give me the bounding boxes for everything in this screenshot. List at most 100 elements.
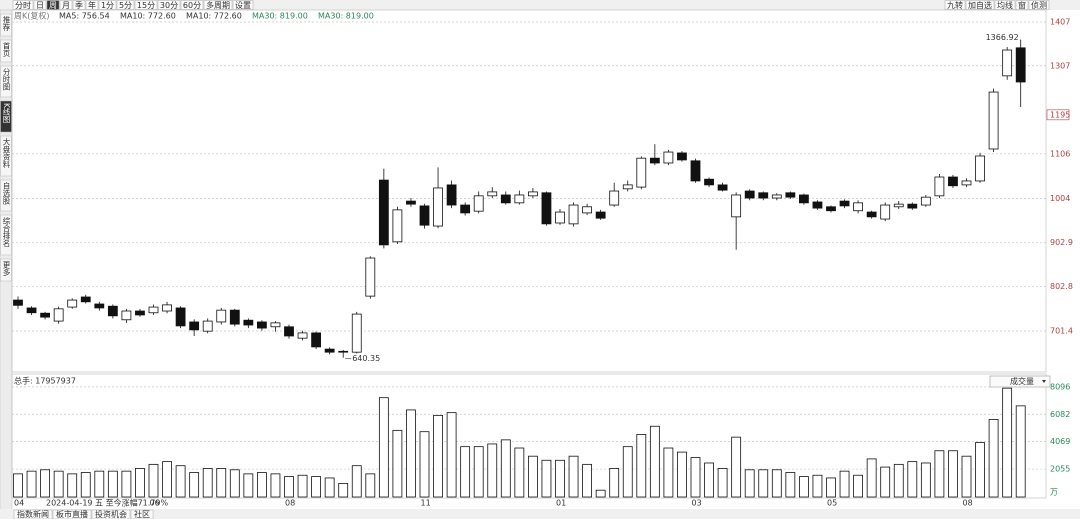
tool-label[interactable]: 窗	[1018, 0, 1026, 10]
period-label[interactable]: 1分	[101, 1, 114, 10]
volume-title: 总手: 17957937	[14, 376, 76, 386]
candle-body	[880, 204, 891, 220]
volume-bar	[392, 429, 403, 498]
volume-unit: 万	[1050, 488, 1058, 497]
volume-bar	[826, 477, 836, 498]
period-button[interactable]	[12, 0, 34, 10]
side-tab[interactable]	[0, 100, 12, 133]
tool-button[interactable]	[1015, 0, 1029, 10]
bottom-tab-label[interactable]: 板市直播	[56, 509, 88, 519]
period-label[interactable]: 日	[36, 1, 44, 10]
period-button[interactable]	[98, 0, 117, 10]
candle-body	[189, 321, 200, 331]
period-button[interactable]	[85, 0, 99, 10]
period-button[interactable]	[203, 0, 233, 10]
side-tab-label[interactable]: K线图	[2, 103, 11, 124]
period-label[interactable]: 15分	[137, 1, 155, 10]
tool-label[interactable]: 九转	[947, 0, 963, 10]
selector-arrow[interactable]	[1042, 380, 1046, 383]
period-label[interactable]: 季	[75, 0, 83, 10]
side-tab-label[interactable]: 首页	[2, 41, 11, 59]
tool-button[interactable]	[944, 0, 966, 10]
period-label[interactable]: 5分	[119, 1, 132, 10]
period-label[interactable]: 月	[62, 1, 70, 10]
volume-bar	[270, 473, 281, 498]
period-button[interactable]	[33, 0, 47, 10]
side-tab[interactable]	[0, 65, 12, 98]
tool-label[interactable]: 均线	[997, 0, 1013, 10]
bottom-tab-label[interactable]: 投资机会	[95, 509, 127, 519]
y-tick-label: 1407	[1050, 17, 1070, 26]
period-label[interactable]: 周	[49, 1, 57, 10]
side-tab[interactable]	[0, 214, 12, 256]
side-tab-label[interactable]: 分时图	[2, 68, 11, 92]
candle-body	[460, 204, 471, 214]
bottom-tab[interactable]	[52, 509, 92, 519]
bottom-tab[interactable]	[91, 509, 131, 519]
candle-body	[704, 178, 714, 186]
y-tick-label: 6082	[1050, 410, 1070, 419]
candle-body	[270, 322, 281, 328]
candle-body	[446, 184, 457, 206]
price-panel	[11, 9, 1047, 373]
chart-title: 周K(复权)	[14, 11, 50, 21]
side-tab[interactable]	[0, 258, 12, 282]
period-button[interactable]	[72, 0, 86, 10]
period-button[interactable]	[59, 0, 73, 10]
candle-body	[866, 211, 877, 218]
candle-body	[622, 184, 633, 190]
period-label[interactable]: 60分	[183, 1, 201, 10]
candle-body	[717, 184, 728, 191]
volume-bar	[202, 468, 213, 498]
volume-bar	[514, 447, 525, 498]
candle-body	[297, 332, 308, 339]
tool-button[interactable]	[994, 0, 1016, 10]
period-button[interactable]	[134, 0, 158, 10]
tool-label[interactable]: 加自选	[968, 0, 992, 10]
period-button[interactable]	[232, 0, 254, 10]
candle-body	[94, 303, 105, 309]
volume-bar	[433, 414, 443, 498]
volume-bar	[473, 446, 484, 498]
candle-body	[975, 155, 985, 182]
bottom-tab-label[interactable]: 社区	[134, 509, 150, 519]
candle-body	[351, 313, 362, 353]
side-tab[interactable]	[0, 39, 12, 63]
period-label[interactable]: 多周期	[206, 0, 230, 10]
tool-button[interactable]	[1028, 0, 1050, 10]
side-tab-label[interactable]: 推荐	[2, 15, 11, 33]
candle-body	[609, 190, 620, 206]
period-label[interactable]: 年	[88, 0, 96, 10]
side-tab-label[interactable]: 自选股	[2, 181, 11, 206]
period-button[interactable]	[157, 0, 181, 10]
period-button[interactable]	[180, 0, 204, 10]
volume-bar	[311, 476, 322, 498]
tool-button[interactable]	[965, 0, 995, 10]
period-label[interactable]: 30分	[160, 1, 178, 10]
volume-bar	[893, 463, 904, 498]
volume-bar	[13, 473, 23, 498]
candle-body	[920, 196, 931, 206]
side-tab-label[interactable]: 更多	[2, 261, 11, 278]
bottom-tab[interactable]	[130, 509, 154, 519]
volume-bar	[677, 451, 687, 498]
bottom-tab[interactable]	[13, 509, 53, 519]
side-tab-label[interactable]: 大盘资料	[2, 137, 11, 170]
x-tick-label: 04	[14, 499, 24, 508]
candle-body	[13, 299, 23, 306]
x-tick-label: 11	[421, 499, 431, 508]
side-tab[interactable]	[0, 13, 12, 37]
side-tab-label[interactable]: 综合排名	[2, 216, 11, 249]
tool-label[interactable]: 侦测	[1031, 0, 1047, 10]
period-label[interactable]: 设置	[235, 0, 251, 10]
side-tab[interactable]	[0, 179, 12, 212]
bottom-tab-label[interactable]: 指数新闻	[17, 509, 49, 519]
candle-body	[514, 194, 525, 204]
volume-selector-label[interactable]: 成交量	[1010, 376, 1034, 386]
candle-body	[121, 310, 132, 321]
side-tab[interactable]	[0, 135, 12, 177]
period-button[interactable]	[46, 0, 60, 10]
period-button[interactable]	[116, 0, 135, 10]
period-label[interactable]: 分时	[15, 0, 31, 10]
y-tick-label: 802.8	[1050, 282, 1073, 291]
